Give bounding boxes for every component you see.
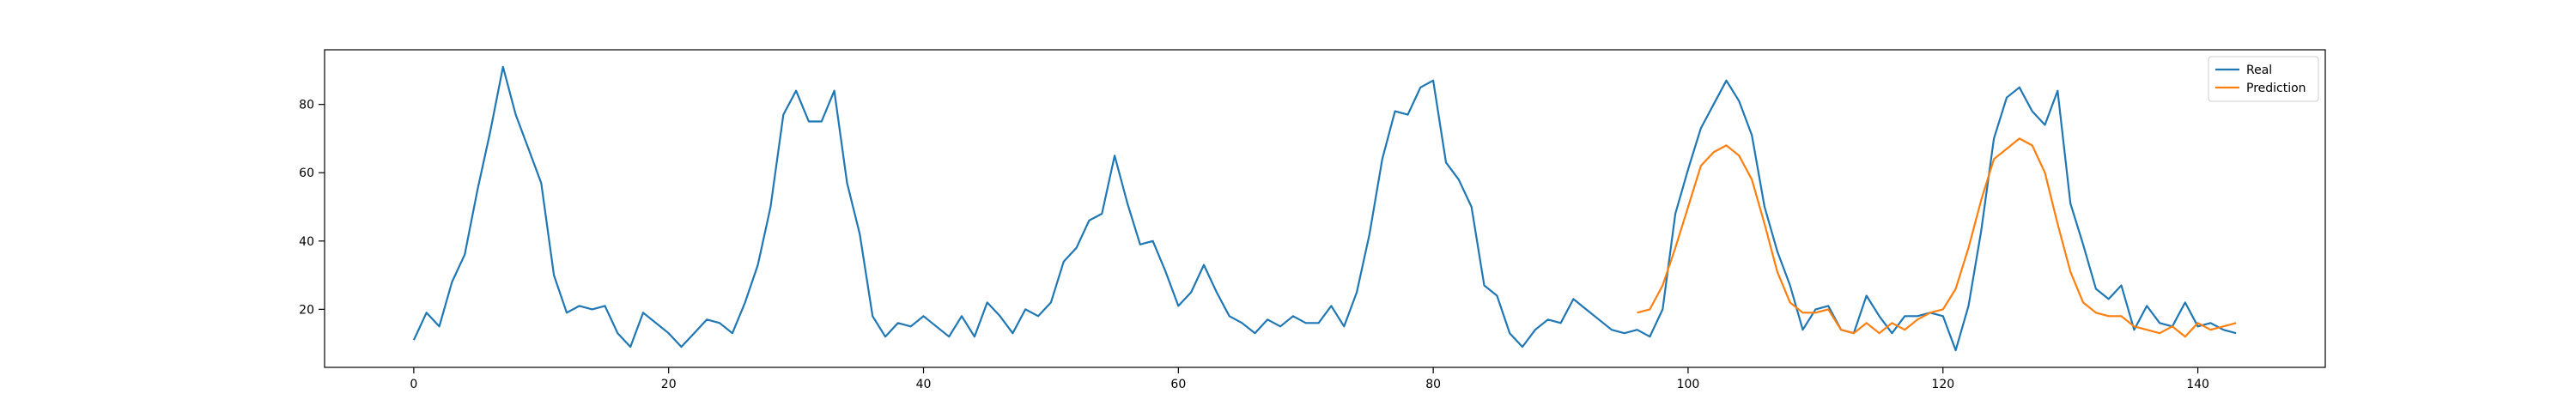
legend: Real Prediction	[2208, 56, 2319, 102]
legend-box	[2208, 56, 2319, 102]
legend-label-prediction: Prediction	[2246, 82, 2306, 95]
y-tick-label: 40	[299, 235, 314, 249]
x-tick-label: 40	[916, 378, 932, 391]
x-tick-label: 20	[661, 378, 677, 391]
y-tick-label: 80	[299, 99, 314, 112]
x-tick-label: 0	[410, 378, 417, 391]
legend-label-real: Real	[2246, 64, 2272, 77]
x-tick-label: 140	[2186, 378, 2209, 391]
x-axis: 0 20 40 60 80 100 120 140	[410, 367, 2209, 391]
x-tick-label: 100	[1677, 378, 1700, 391]
y-tick-label: 20	[299, 303, 314, 317]
y-tick-label: 60	[299, 167, 314, 180]
plot-frame	[324, 49, 2326, 368]
y-axis: 20 40 60 80	[299, 99, 325, 317]
x-tick-label: 120	[1931, 378, 1954, 391]
x-tick-label: 60	[1170, 378, 1186, 391]
x-tick-label: 80	[1425, 378, 1441, 391]
series-line-prediction	[1637, 137, 2237, 338]
series-line-real	[412, 65, 2237, 352]
plot-lines	[412, 65, 2237, 352]
